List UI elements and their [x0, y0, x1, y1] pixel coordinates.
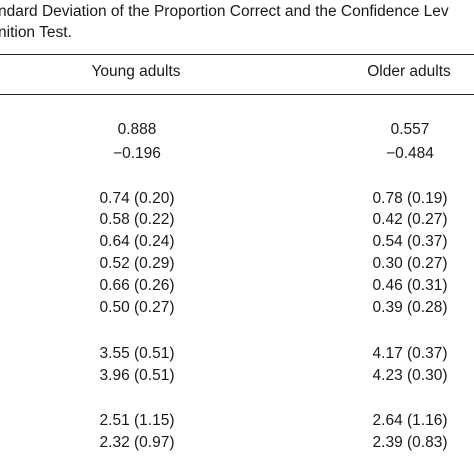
table-cell-young: 0.74 (0.20) [99, 190, 175, 207]
table-cell-young: −0.196 [113, 145, 161, 162]
table-cell-older: 0.78 (0.19) [372, 190, 448, 207]
table-cell-young: 0.58 (0.22) [99, 211, 175, 228]
table-cell-older: −0.484 [386, 145, 434, 162]
table-cell-older: 0.46 (0.31) [372, 277, 448, 294]
table-cell-older: 2.64 (1.16) [372, 412, 448, 429]
table-cell-young: 0.888 [117, 121, 157, 138]
table-cell-young: 2.51 (1.15) [99, 412, 175, 429]
table-caption-line-1: ndard Deviation of the Proportion Correc… [0, 3, 449, 20]
column-header-young-adults: Young adults [91, 63, 181, 80]
table-top-rule [0, 54, 474, 55]
table-cell-young: 3.96 (0.51) [99, 367, 175, 384]
table-cell-young: 3.55 (0.51) [99, 345, 175, 362]
table-cell-older: 2.39 (0.83) [372, 434, 448, 451]
table-cell-young: 2.32 (0.97) [99, 434, 175, 451]
table-cell-young: 0.64 (0.24) [99, 233, 175, 250]
table-cell-older: 4.23 (0.30) [372, 367, 448, 384]
table-cell-young: 0.50 (0.27) [99, 299, 175, 316]
table-cell-older: 0.557 [390, 121, 430, 138]
table-cell-older: 0.54 (0.37) [372, 233, 448, 250]
table-header-rule [0, 94, 474, 95]
table-cell-young: 0.52 (0.29) [99, 255, 175, 272]
table-cell-young: 0.66 (0.26) [99, 277, 175, 294]
table-cell-older: 0.39 (0.28) [372, 299, 448, 316]
table-cell-older: 4.17 (0.37) [372, 345, 448, 362]
column-header-older-adults: Older adults [367, 63, 451, 80]
table-cell-older: 0.42 (0.27) [372, 211, 448, 228]
table-caption-line-2: nition Test. [0, 24, 72, 41]
table-cell-older: 0.30 (0.27) [372, 255, 448, 272]
